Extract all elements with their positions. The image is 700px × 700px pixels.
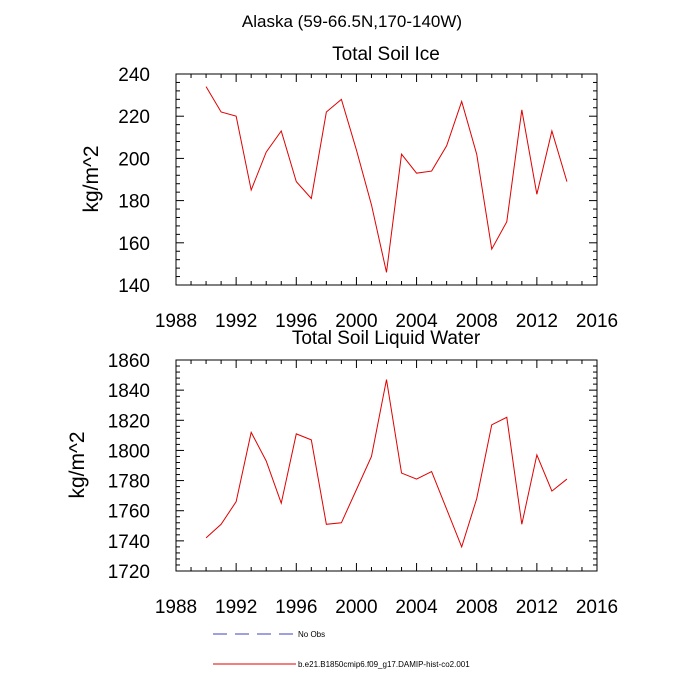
- y-tick-label: 1740: [108, 532, 150, 553]
- y-tick-label: 1800: [108, 441, 150, 462]
- panel-total-soil-liquid-water: Total Soil Liquid Water kg/m^2 1988 1992 1…: [66, 328, 618, 618]
- tick-labels: 1988 1992 1996 2000 2004 2008 2012 2016 140 160 18…: [118, 65, 618, 332]
- x-tick-label: 2016: [576, 597, 618, 618]
- y-tick-label: 180: [118, 192, 150, 213]
- tick-marks: [175, 73, 598, 286]
- y-tick-label: 240: [118, 65, 150, 86]
- y-axis-label: kg/m^2: [80, 145, 103, 212]
- y-tick-label: 200: [118, 149, 150, 170]
- tick-labels: 1988 1992 1996 2000 2004 2008 2012 2016 1720 1740…: [108, 351, 618, 618]
- y-tick-label: 1720: [108, 562, 150, 583]
- x-tick-label: 1988: [155, 597, 197, 618]
- x-tick-label: 2016: [576, 311, 618, 332]
- y-tick-label: 140: [118, 276, 150, 297]
- legend-label-no-obs: No Obs: [298, 630, 325, 639]
- legend-label-model: b.e21.B1850cmip6.f09_g17.DAMIP-hist-co2.…: [298, 660, 470, 669]
- y-tick-label: 220: [118, 107, 150, 128]
- series-lines: [205, 86, 568, 273]
- chart-title: Total Soil Ice: [332, 44, 440, 65]
- x-tick-label: 2008: [456, 311, 498, 332]
- tick-marks: [175, 359, 598, 572]
- figure-title: Alaska (59-66.5N,170-140W): [242, 12, 462, 31]
- x-tick-label: 2004: [395, 311, 438, 332]
- panel-total-soil-ice: Total Soil Ice kg/m^2 1988 1992 1996 2000 20…: [80, 44, 618, 332]
- x-tick-label: 2012: [516, 311, 558, 332]
- x-tick-label: 2004: [395, 597, 438, 618]
- x-tick-label: 1996: [275, 311, 317, 332]
- x-tick-label: 2008: [456, 597, 498, 618]
- plot-frame: [175, 359, 598, 572]
- x-tick-label: 2000: [335, 597, 377, 618]
- series-line: [205, 86, 568, 273]
- y-tick-label: 1820: [108, 411, 150, 432]
- x-tick-label: 1996: [275, 597, 317, 618]
- y-axis-label: kg/m^2: [66, 431, 89, 498]
- y-tick-label: 160: [118, 234, 150, 255]
- x-tick-label: 1992: [215, 597, 257, 618]
- y-tick-label: 1780: [108, 472, 150, 493]
- chart-title: Total Soil Liquid Water: [292, 328, 481, 349]
- x-tick-label: 2012: [516, 597, 558, 618]
- legend: No Obs b.e21.B1850cmip6.f09_g17.DAMIP-hi…: [213, 630, 470, 669]
- x-tick-label: 2000: [335, 311, 377, 332]
- y-tick-label: 1760: [108, 502, 150, 523]
- series-lines: [205, 379, 568, 549]
- y-tick-label: 1840: [108, 381, 150, 402]
- x-tick-label: 1988: [155, 311, 197, 332]
- y-tick-label: 1860: [108, 351, 150, 372]
- x-tick-label: 1992: [215, 311, 257, 332]
- series-line: [205, 379, 568, 549]
